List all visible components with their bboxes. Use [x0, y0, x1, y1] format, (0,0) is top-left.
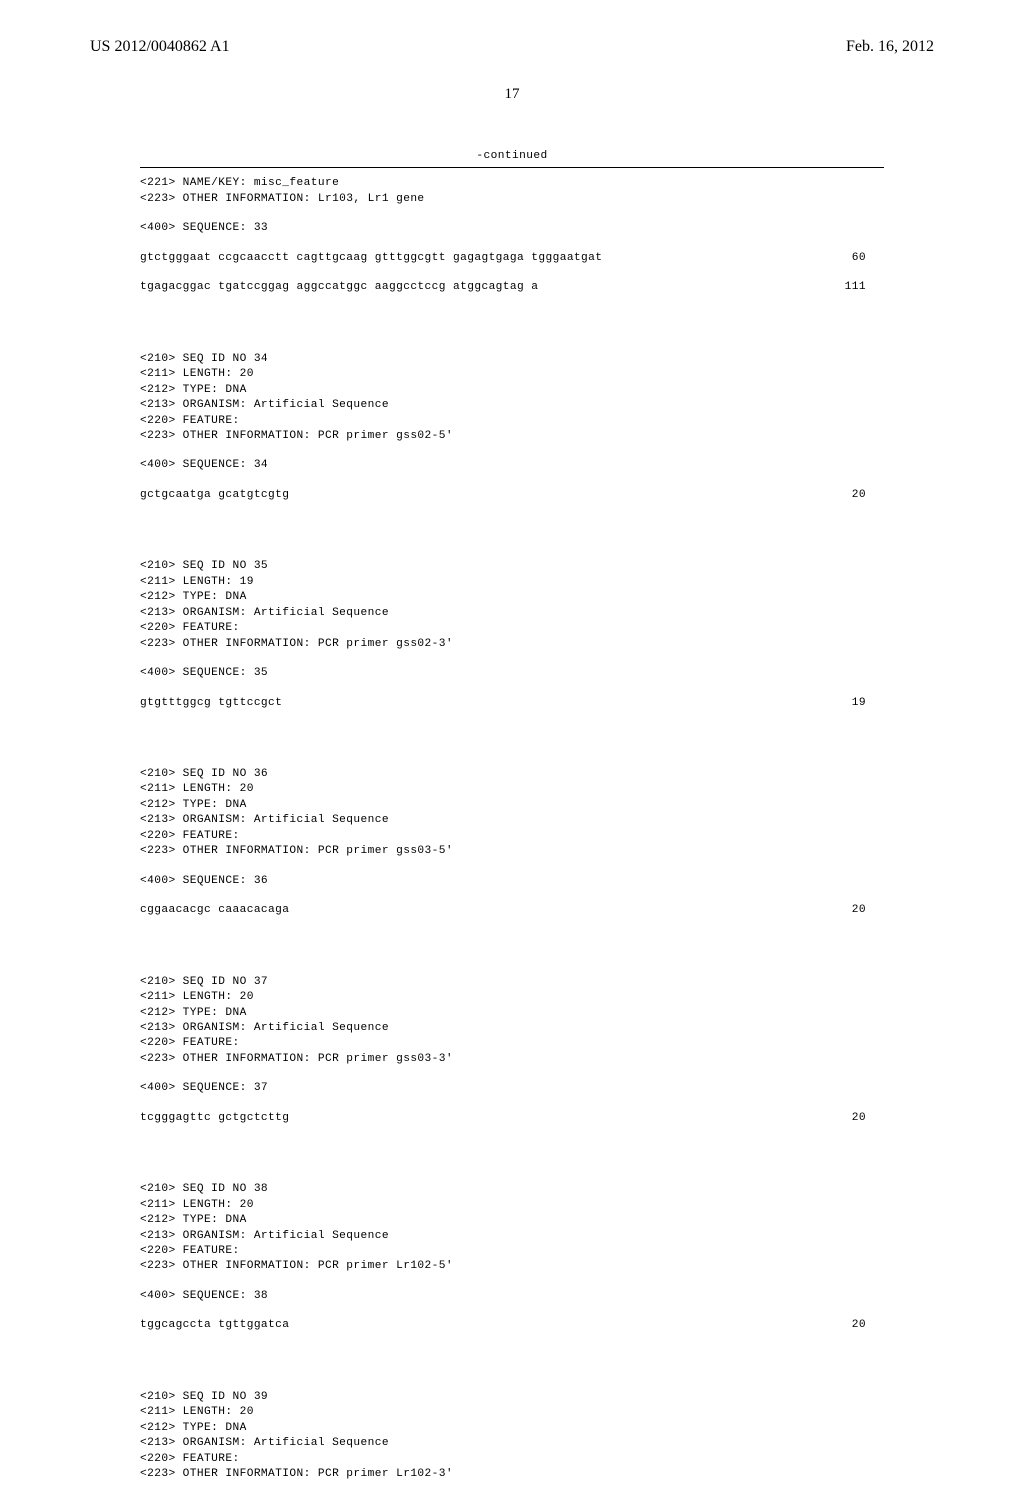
sequence-meta-line: <211> LENGTH: 20 [140, 1405, 884, 1420]
sequence-position: 20 [852, 1318, 884, 1333]
continued-label: -continued [476, 150, 547, 162]
sequence-label: <400> SEQUENCE: 33 [140, 221, 884, 236]
sequence-meta-line: <212> TYPE: DNA [140, 1421, 884, 1436]
sequence-position: 20 [852, 1111, 884, 1126]
sequence-meta-line: <220> FEATURE: [140, 621, 884, 636]
sequence-meta-line: <223> OTHER INFORMATION: PCR primer gss0… [140, 844, 884, 859]
sequence-listing-body: -continued <221> NAME/KEY: misc_feature<… [0, 149, 1024, 1505]
sequence-meta-line: <221> NAME/KEY: misc_feature [140, 176, 884, 191]
horizontal-rule [140, 167, 884, 168]
sequence-entry: <210> SEQ ID NO 36<211> LENGTH: 20<212> … [140, 767, 884, 955]
sequence-meta-line: <210> SEQ ID NO 37 [140, 975, 884, 990]
sequence-position: 19 [852, 696, 884, 711]
sequence-label: <400> SEQUENCE: 35 [140, 666, 884, 681]
sequence-meta-line: <212> TYPE: DNA [140, 1213, 884, 1228]
sequence-meta-line: <212> TYPE: DNA [140, 383, 884, 398]
sequence-meta-line: <223> OTHER INFORMATION: PCR primer gss0… [140, 1052, 884, 1067]
sequence-meta-line: <211> LENGTH: 20 [140, 1198, 884, 1213]
sequence-bases: gtgtttggcg tgttccgct [140, 696, 282, 711]
sequence-meta-line: <213> ORGANISM: Artificial Sequence [140, 1229, 884, 1244]
sequence-line: tcgggagttc gctgctcttg 20 [140, 1111, 884, 1126]
sequence-meta-line: <223> OTHER INFORMATION: PCR primer gss0… [140, 637, 884, 652]
sequence-meta-line: <210> SEQ ID NO 36 [140, 767, 884, 782]
publication-date: Feb. 16, 2012 [846, 38, 934, 56]
sequence-entry: <210> SEQ ID NO 37<211> LENGTH: 20<212> … [140, 975, 884, 1163]
sequence-bases: tgagacggac tgatccggag aggccatggc aaggcct… [140, 280, 538, 295]
sequence-label: <400> SEQUENCE: 34 [140, 458, 884, 473]
sequence-meta-line: <210> SEQ ID NO 35 [140, 559, 884, 574]
sequence-meta-line: <223> OTHER INFORMATION: PCR primer gss0… [140, 429, 884, 444]
sequence-meta-line: <211> LENGTH: 20 [140, 782, 884, 797]
sequence-meta-line: <210> SEQ ID NO 38 [140, 1182, 884, 1197]
sequence-meta-line: <213> ORGANISM: Artificial Sequence [140, 398, 884, 413]
sequence-entry: <210> SEQ ID NO 35<211> LENGTH: 19<212> … [140, 559, 884, 747]
sequence-bases: tcgggagttc gctgctcttg [140, 1111, 289, 1126]
sequence-meta-line: <212> TYPE: DNA [140, 590, 884, 605]
sequence-meta-line: <213> ORGANISM: Artificial Sequence [140, 813, 884, 828]
sequence-meta-line: <220> FEATURE: [140, 414, 884, 429]
sequence-line: tggcagccta tgttggatca 20 [140, 1318, 884, 1333]
sequence-line: gtctgggaat ccgcaacctt cagttgcaag gtttggc… [140, 251, 884, 266]
sequence-entry: <210> SEQ ID NO 39<211> LENGTH: 20<212> … [140, 1390, 884, 1505]
sequence-meta-line: <213> ORGANISM: Artificial Sequence [140, 1436, 884, 1451]
sequence-meta-line: <212> TYPE: DNA [140, 1006, 884, 1021]
sequence-position: 20 [852, 488, 884, 503]
sequence-meta-line: <210> SEQ ID NO 34 [140, 352, 884, 367]
sequence-label: <400> SEQUENCE: 38 [140, 1289, 884, 1304]
sequence-meta-line: <220> FEATURE: [140, 829, 884, 844]
sequence-bases: gtctgggaat ccgcaacctt cagttgcaag gtttggc… [140, 251, 602, 266]
sequence-bases: gctgcaatga gcatgtcgtg [140, 488, 289, 503]
sequence-label: <400> SEQUENCE: 36 [140, 874, 884, 889]
sequence-meta-line: <213> ORGANISM: Artificial Sequence [140, 1021, 884, 1036]
sequence-position: 60 [852, 251, 884, 266]
sequence-meta-line: <210> SEQ ID NO 39 [140, 1390, 884, 1405]
sequence-meta-line: <211> LENGTH: 19 [140, 575, 884, 590]
sequence-line: gctgcaatga gcatgtcgtg 20 [140, 488, 884, 503]
sequence-meta-line: <220> FEATURE: [140, 1244, 884, 1259]
sequence-position: 111 [845, 280, 884, 295]
sequence-bases: tggcagccta tgttggatca [140, 1318, 289, 1333]
sequence-meta-line: <213> ORGANISM: Artificial Sequence [140, 606, 884, 621]
sequence-meta-line: <211> LENGTH: 20 [140, 367, 884, 382]
sequence-label: <400> SEQUENCE: 37 [140, 1081, 884, 1096]
sequence-meta-line: <211> LENGTH: 20 [140, 990, 884, 1005]
sequence-bases: cggaacacgc caaacacaga [140, 903, 289, 918]
sequence-entry: <210> SEQ ID NO 38<211> LENGTH: 20<212> … [140, 1182, 884, 1370]
sequence-meta-line: <220> FEATURE: [140, 1036, 884, 1051]
sequence-line: cggaacacgc caaacacaga 20 [140, 903, 884, 918]
page-number: 17 [0, 86, 1024, 103]
sequence-line: gtgtttggcg tgttccgct 19 [140, 696, 884, 711]
sequence-line: tgagacggac tgatccggag aggccatggc aaggcct… [140, 280, 884, 295]
sequence-meta-line: <220> FEATURE: [140, 1452, 884, 1467]
page-header: US 2012/0040862 A1 Feb. 16, 2012 [0, 0, 1024, 56]
sequence-entry: <210> SEQ ID NO 34<211> LENGTH: 20<212> … [140, 352, 884, 540]
sequence-meta-line: <212> TYPE: DNA [140, 798, 884, 813]
publication-number: US 2012/0040862 A1 [90, 38, 230, 56]
sequence-meta-line: <223> OTHER INFORMATION: PCR primer Lr10… [140, 1259, 884, 1274]
sequence-position: 20 [852, 903, 884, 918]
sequence-meta-line: <223> OTHER INFORMATION: Lr103, Lr1 gene [140, 192, 884, 207]
sequence-meta-line: <223> OTHER INFORMATION: PCR primer Lr10… [140, 1467, 884, 1482]
sequence-entry: <221> NAME/KEY: misc_feature<223> OTHER … [140, 176, 884, 331]
